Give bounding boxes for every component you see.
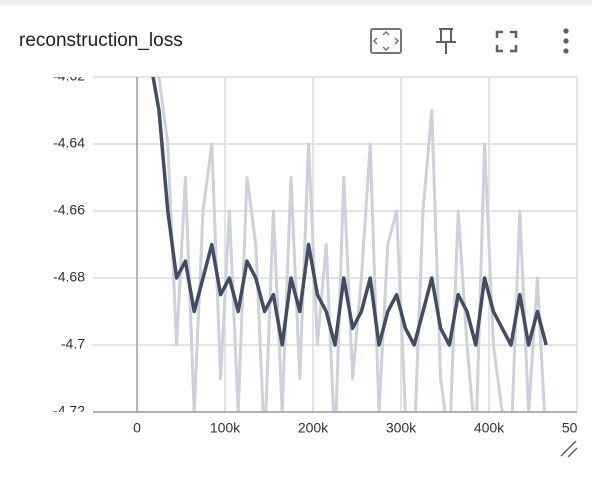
x-tick-label: 100k bbox=[210, 420, 241, 436]
y-tick-label: -4.68 bbox=[53, 269, 85, 285]
y-axis-labels: -4.72 -4.7 -4.68 -4.66 -4.64 -4.62 bbox=[53, 68, 85, 419]
pin-button[interactable] bbox=[436, 28, 456, 54]
x-axis-labels: 0 100k 200k 300k 400k 500k bbox=[133, 420, 592, 436]
more-menu-button[interactable] bbox=[563, 28, 569, 54]
y-tick-label: -4.7 bbox=[61, 336, 85, 352]
y-tick-label: -4.62 bbox=[53, 68, 85, 84]
series-line bbox=[151, 77, 548, 347]
x-tick-label: 300k bbox=[386, 420, 417, 436]
fit-domain-button[interactable] bbox=[370, 28, 402, 54]
y-tick-label: -4.72 bbox=[53, 403, 85, 419]
chart-title: reconstruction_loss bbox=[19, 30, 183, 51]
fullscreen-button[interactable] bbox=[495, 30, 518, 53]
y-tick-label: -4.66 bbox=[53, 202, 85, 218]
resize-handle[interactable] bbox=[560, 440, 578, 458]
plot-area bbox=[151, 77, 548, 412]
x-tick-label: 500k bbox=[562, 420, 592, 436]
series-line bbox=[157, 77, 546, 412]
y-tick-label: -4.64 bbox=[53, 135, 85, 151]
x-tick-label: 200k bbox=[298, 420, 329, 436]
x-tick-label: 400k bbox=[474, 420, 505, 436]
top-strip bbox=[0, 0, 592, 5]
x-tick-label: 0 bbox=[133, 420, 141, 436]
